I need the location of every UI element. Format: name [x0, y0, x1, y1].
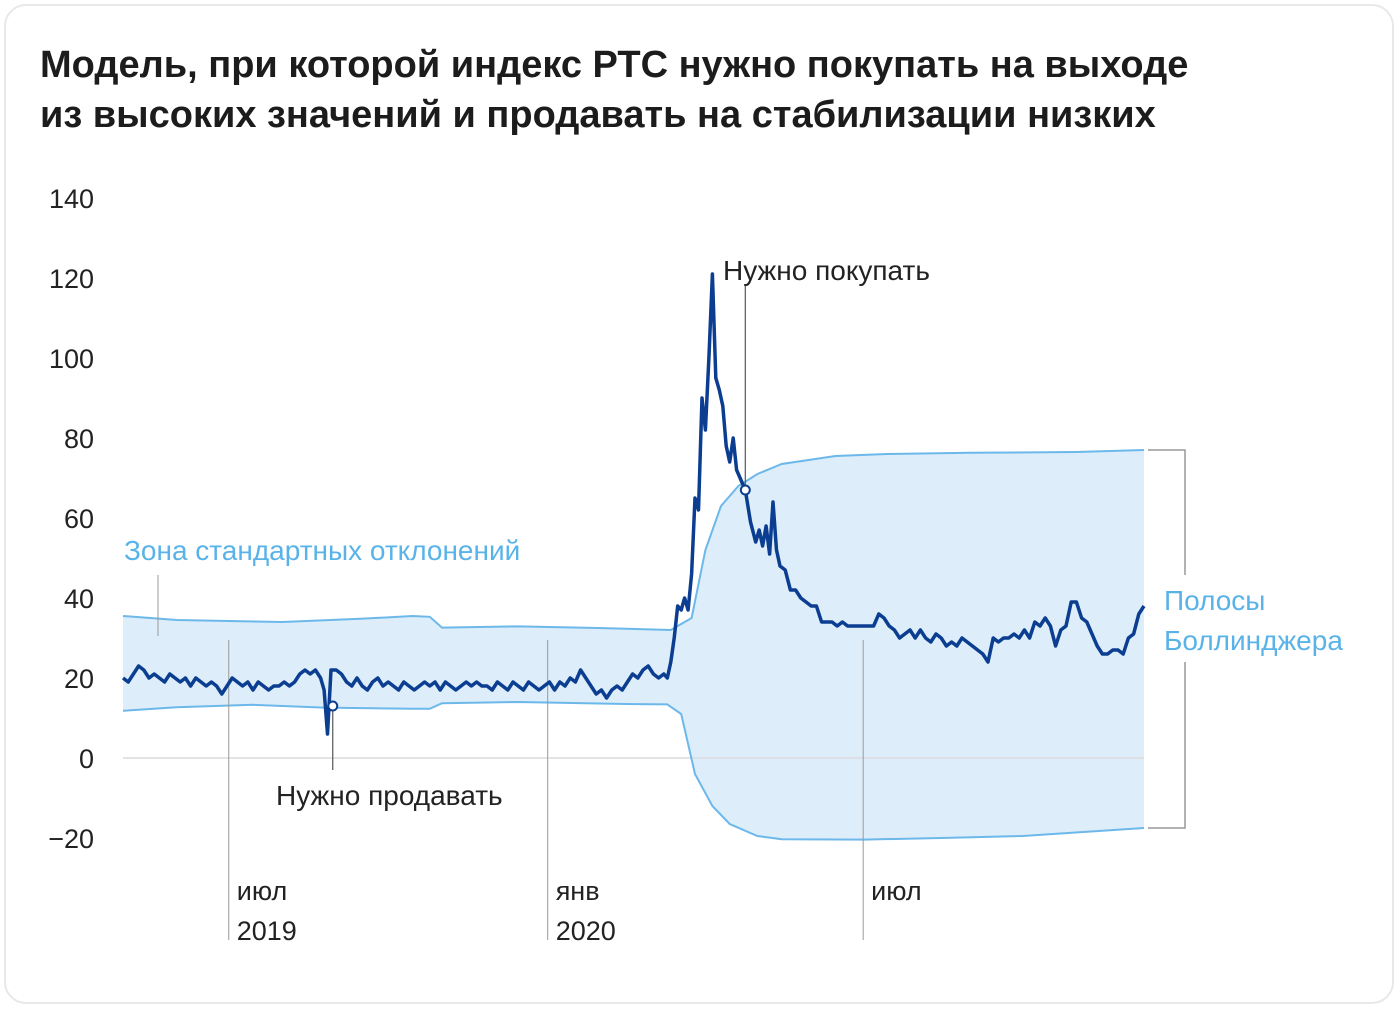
y-tick-label: 20 [64, 664, 94, 694]
y-tick-label: −20 [48, 824, 94, 854]
band-layer [122, 449, 1145, 841]
index-line [121, 272, 1146, 736]
chart-title: Модель, при которой индекс РТС нужно пок… [40, 40, 1360, 140]
label-layer: 140 120 100 80 60 40 20 0 −20 июл 2019 янв 2020 июл Зо… [48, 184, 1343, 946]
band-fill [123, 450, 1144, 840]
bollinger-bracket-top [1148, 449, 1186, 575]
index-layer [121, 272, 1146, 736]
bollinger-bracket-bottom [1148, 662, 1186, 829]
chart-title-line-2: из высоких значений и продавать на стаби… [40, 94, 1156, 136]
sell-marker [327, 700, 339, 712]
bands-label-line-1: Полосы [1164, 585, 1265, 616]
zone-label: Зона стандартных отклонений [124, 535, 520, 566]
upper-band-line [122, 449, 1145, 632]
buy-label: Нужно покупать [723, 255, 930, 286]
chart-title-line-1: Модель, при которой индекс РТС нужно пок… [40, 44, 1189, 86]
x-tick-month: июл [237, 876, 288, 906]
guide-layer [157, 285, 1186, 940]
y-tick-label: 80 [64, 424, 94, 454]
x-tick-year: 2019 [237, 916, 297, 946]
x-tick-month: июл [871, 876, 922, 906]
y-tick-label: 40 [64, 584, 94, 614]
sell-label: Нужно продавать [276, 780, 503, 811]
y-tick-label: 60 [64, 504, 94, 534]
y-tick-label: 0 [79, 744, 94, 774]
x-tick-month: янв [556, 876, 600, 906]
y-tick-label: 120 [49, 264, 94, 294]
y-tick-label: 140 [49, 184, 94, 214]
x-tick-year: 2020 [556, 916, 616, 946]
bands-label-line-2: Боллинджера [1164, 625, 1343, 656]
y-tick-label: 100 [49, 344, 94, 374]
buy-marker [739, 484, 751, 496]
lower-band-line [122, 700, 1145, 841]
